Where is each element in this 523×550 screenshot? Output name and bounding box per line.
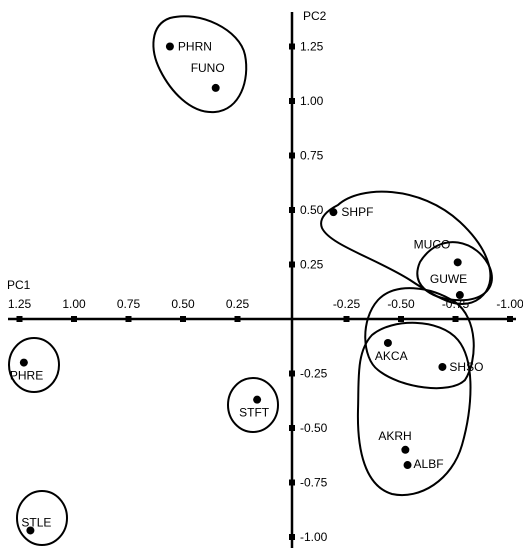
y-tick-mark	[289, 534, 295, 540]
point-label-muco: MUCO	[414, 237, 451, 251]
x-tick-mark	[452, 316, 459, 322]
y-tick-label: -0.25	[300, 367, 328, 381]
data-point-albf	[403, 461, 412, 470]
point-label-shpf: SHPF	[341, 205, 373, 219]
point-label-phrn: PHRN	[178, 40, 212, 54]
y-tick-mark	[289, 261, 295, 268]
y-tick-label: -0.50	[300, 421, 328, 435]
y-tick-mark	[289, 152, 295, 159]
data-point-phrn	[165, 42, 174, 51]
data-point-stle	[26, 526, 35, 535]
y-tick-mark	[289, 43, 295, 50]
y-tick-label: 1.00	[300, 94, 324, 108]
point-label-guwe: GUWE	[430, 272, 467, 286]
y-tick-mark	[289, 98, 295, 104]
y-tick-label: -1.00	[300, 530, 328, 544]
y-tick-mark	[289, 479, 295, 486]
point-label-stft: STFT	[239, 406, 270, 420]
cluster-outline-akca-shso	[364, 287, 475, 390]
cluster-outline-phre	[8, 337, 60, 393]
data-point-phre	[19, 358, 28, 367]
x-tick-label: -0.25	[333, 297, 361, 311]
y-tick-label: 0.25	[300, 258, 324, 272]
y-tick-mark	[289, 207, 295, 213]
x-tick-mark	[507, 316, 513, 322]
point-label-akrh: AKRH	[378, 429, 411, 443]
point-label-phre: PHRE	[10, 369, 43, 383]
data-point-guwe	[455, 291, 464, 300]
data-point-shso	[438, 362, 447, 371]
x-tick-label: 0.25	[226, 297, 250, 311]
point-label-stle: STLE	[21, 515, 51, 529]
point-label-akca: AKCA	[375, 349, 408, 363]
data-point-muco	[453, 258, 462, 267]
x-tick-label: -1.00	[496, 297, 523, 311]
x-axis-ticks: 1.25 1.00 0.75 0.50 0.25 -0.25 -0.50 -0.75 -1.00	[8, 297, 523, 322]
x-tick-mark	[125, 316, 132, 322]
y-axis-ticks: 1.25 1.00 0.75 0.50 0.25 -0.25 -0.50 -0.75 -1.00	[289, 40, 328, 544]
cluster-outline-akrh-albf	[356, 321, 472, 496]
cluster-outline-shpf-guwe	[320, 190, 492, 306]
cluster-outlines	[8, 15, 493, 546]
x-tick-mark	[16, 316, 23, 322]
cluster-outline-stft	[227, 377, 279, 433]
y-axis-title: PC2	[303, 9, 327, 23]
y-tick-label: 1.25	[300, 40, 324, 54]
x-tick-mark	[343, 316, 350, 322]
data-point-akca	[383, 338, 392, 347]
x-tick-label: 0.50	[171, 297, 195, 311]
y-tick-label: 0.75	[300, 149, 324, 163]
data-point-akrh	[401, 445, 410, 454]
data-point-funo	[211, 83, 220, 92]
x-tick-mark	[234, 316, 241, 322]
cluster-outline-phrn-funo	[152, 15, 248, 114]
x-tick-label: -0.50	[387, 297, 415, 311]
x-tick-label: 0.75	[117, 297, 141, 311]
data-point-shpf	[329, 208, 338, 217]
x-tick-label: 1.00	[62, 297, 86, 311]
x-tick-mark	[180, 316, 186, 322]
x-tick-label: -0.75	[442, 297, 470, 311]
x-tick-mark	[71, 316, 77, 322]
y-tick-label: -0.75	[300, 476, 328, 490]
y-tick-mark	[289, 425, 295, 431]
y-tick-mark	[289, 370, 295, 377]
x-tick-label: 1.25	[8, 297, 32, 311]
data-point-stft	[253, 395, 262, 404]
cluster-outline-stle	[16, 490, 68, 546]
y-tick-label: 0.50	[300, 203, 324, 217]
point-label-albf: ALBF	[414, 457, 444, 471]
point-label-funo: FUNO	[191, 61, 225, 75]
x-tick-mark	[398, 316, 404, 322]
data-points: PHRN FUNO SHPF MUCO GUWE PHRE AKCA SHSO STFT AKRH…	[10, 40, 483, 535]
point-label-shso: SHSO	[449, 360, 483, 374]
x-axis-title: PC1	[7, 278, 31, 292]
